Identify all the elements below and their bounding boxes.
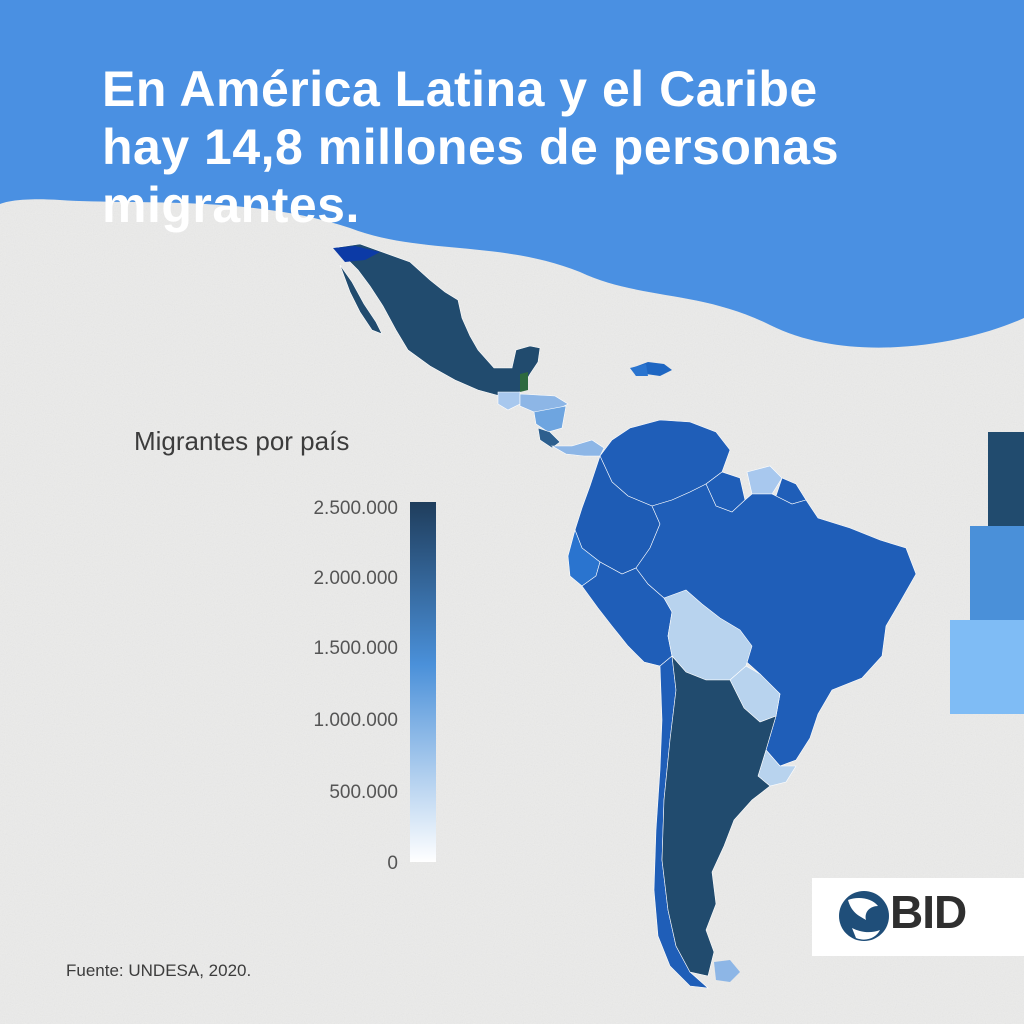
country-falklands bbox=[714, 960, 740, 982]
country-mexico-north bbox=[333, 246, 380, 262]
legend-title: Migrantes por país bbox=[134, 426, 350, 456]
deco-bar-light bbox=[950, 620, 1024, 714]
legend-tick-label: 0 bbox=[387, 853, 398, 874]
country-argentina bbox=[661, 655, 777, 977]
country-panama bbox=[550, 439, 605, 457]
legend-tick-label: 500.000 bbox=[329, 782, 398, 803]
legend-tick-label: 1.500.000 bbox=[313, 638, 398, 659]
deco-bar-mid bbox=[970, 526, 1024, 622]
country-belize bbox=[520, 372, 528, 392]
bid-logo-text: BID bbox=[890, 886, 967, 938]
country-haiti bbox=[630, 364, 648, 376]
country-mexico bbox=[332, 243, 541, 397]
legend-tick-label: 2.000.000 bbox=[313, 568, 398, 589]
country-guatemala bbox=[497, 391, 521, 411]
legend-tick-label: 2.500.000 bbox=[313, 498, 398, 519]
page-title: En América Latina y el Caribe hay 14,8 m… bbox=[102, 61, 840, 233]
deco-bar-dark bbox=[988, 432, 1024, 528]
source-note: Fuente: UNDESA, 2020. bbox=[66, 961, 252, 980]
country-suriname bbox=[746, 465, 783, 495]
country-costa-rica bbox=[537, 427, 561, 449]
legend-tick-label: 1.000.000 bbox=[313, 710, 398, 731]
country-nicaragua bbox=[533, 405, 567, 433]
